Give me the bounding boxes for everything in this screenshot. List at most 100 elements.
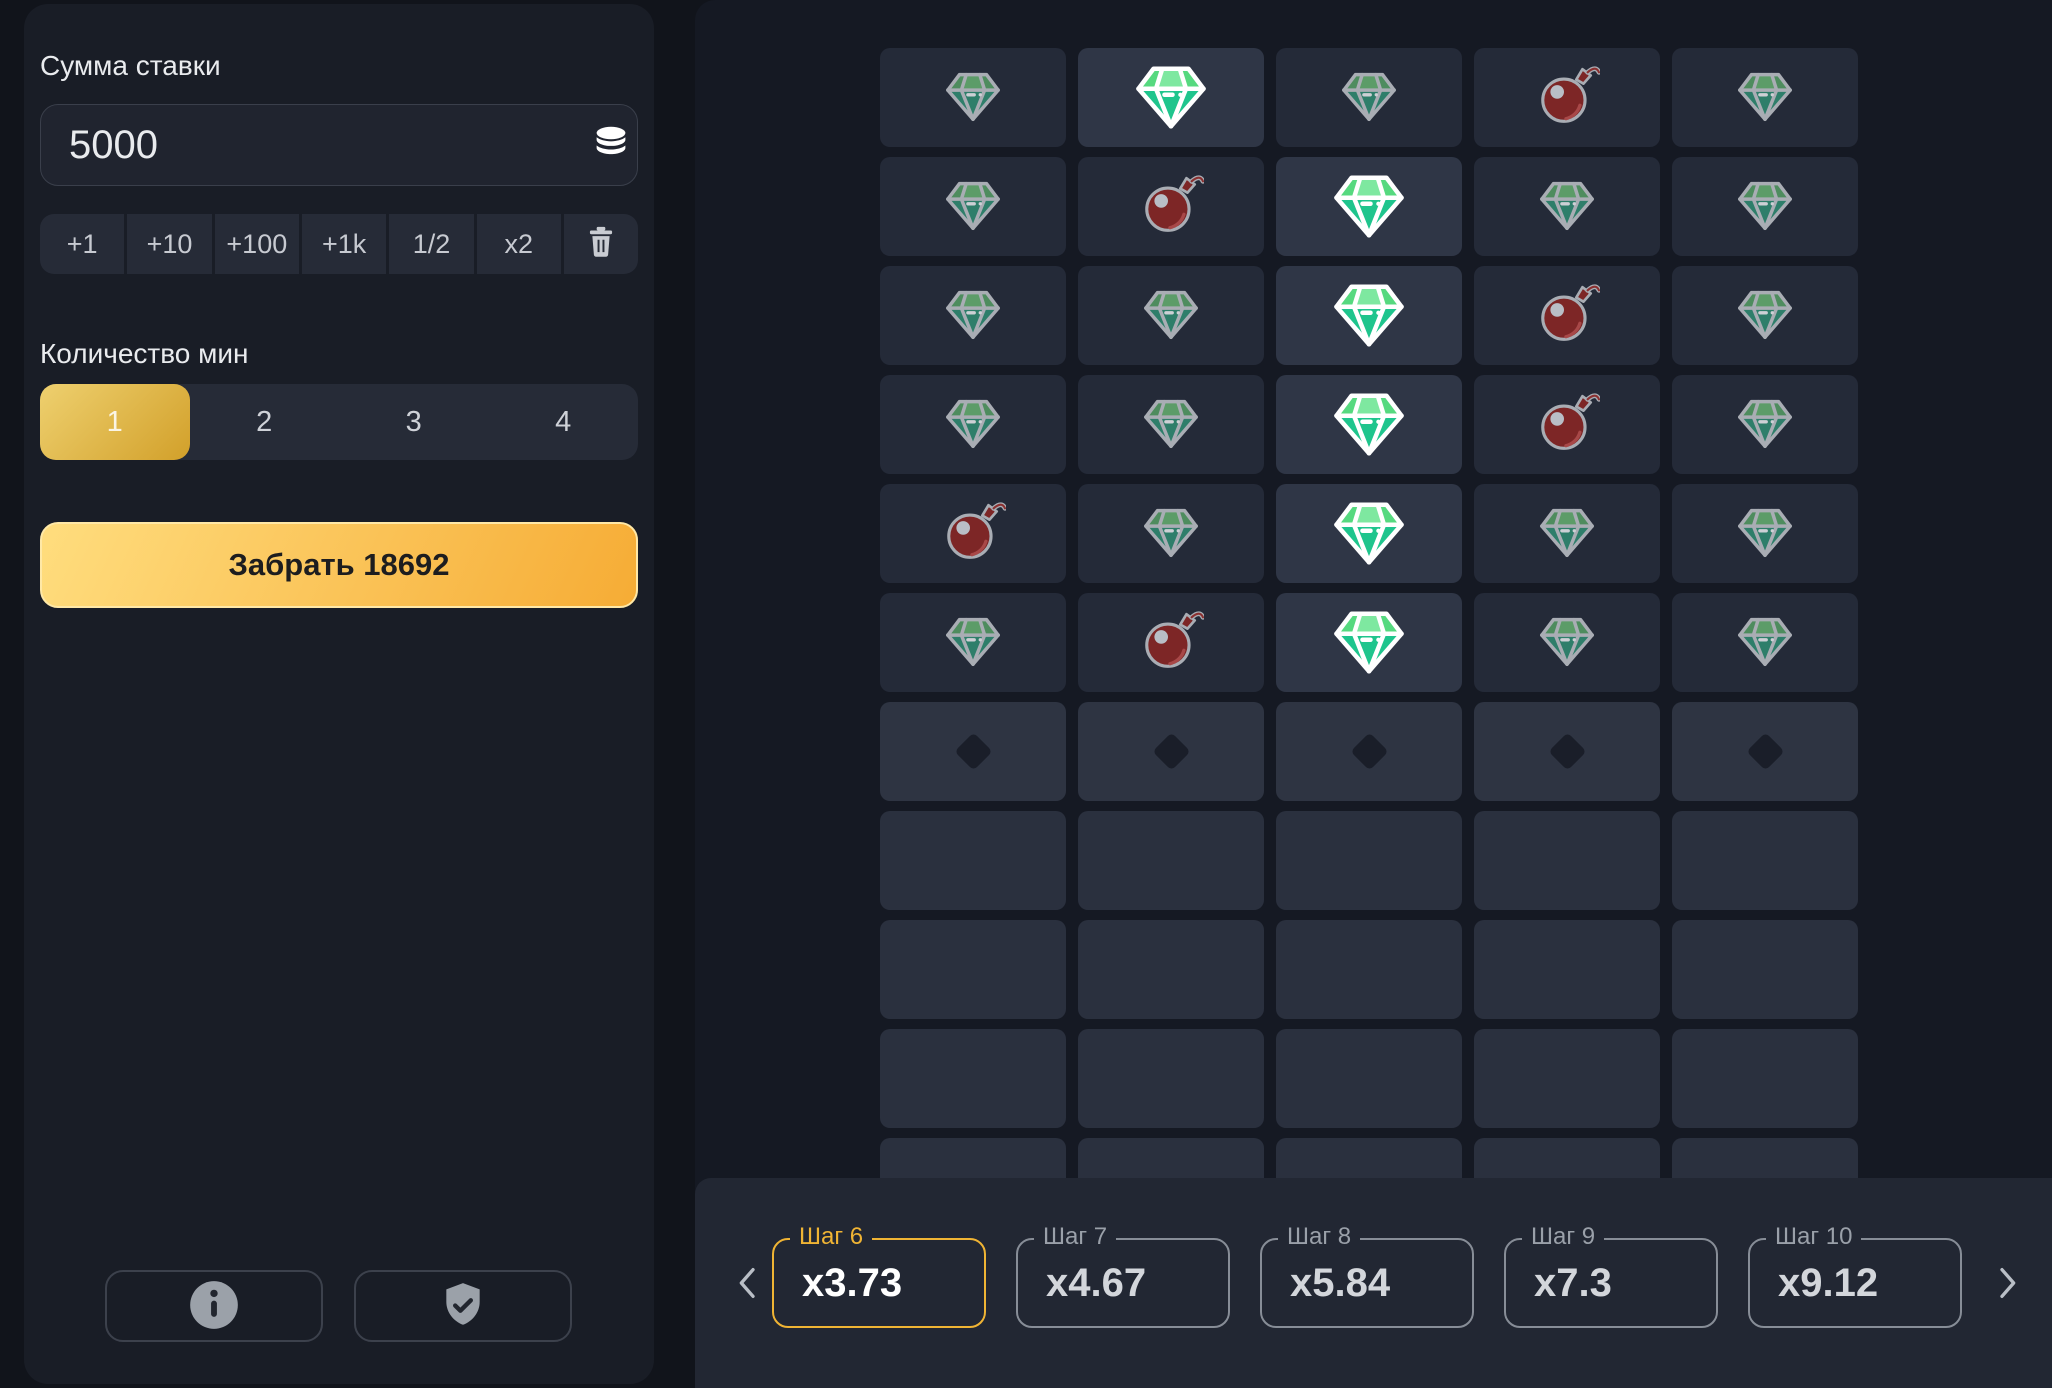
gem-icon xyxy=(1734,64,1796,131)
grid-cell-empty xyxy=(1078,1029,1264,1128)
gem-icon xyxy=(1338,64,1400,131)
step-multiplier: x7.3 xyxy=(1534,1260,1612,1305)
bet-amount-input[interactable] xyxy=(41,122,584,168)
quick-bet-button[interactable]: x2 xyxy=(476,214,561,274)
grid-cell-empty xyxy=(1672,811,1858,910)
grid-cell-pick[interactable] xyxy=(1276,702,1462,801)
step-card-active: Шаг 6 x3.73 xyxy=(772,1223,986,1328)
bet-sidebar: Сумма ставки +1+10+100+1k1/2x2 xyxy=(24,4,654,1384)
gem-icon xyxy=(1734,391,1796,458)
grid-cell-bomb xyxy=(1474,266,1660,365)
grid-cell-empty xyxy=(1474,811,1660,910)
grid-cell-empty xyxy=(1474,920,1660,1019)
gem-icon xyxy=(942,282,1004,349)
mine-grid xyxy=(880,48,1858,1237)
step-card: Шаг 7 x4.67 xyxy=(1016,1223,1230,1328)
mine-count-option[interactable]: 4 xyxy=(489,384,639,460)
mine-count-option[interactable]: 2 xyxy=(190,384,340,460)
grid-cell-gem xyxy=(1672,484,1858,583)
grid-cell-pick[interactable] xyxy=(1672,702,1858,801)
step-multiplier: x5.84 xyxy=(1290,1260,1391,1305)
step-card: Шаг 10 x9.12 xyxy=(1748,1223,1962,1328)
quick-bet-button[interactable]: 1/2 xyxy=(389,214,474,274)
gem-icon xyxy=(1140,282,1202,349)
grid-cell-empty xyxy=(1474,1029,1660,1128)
grid-cell-gem xyxy=(1078,484,1264,583)
multiplier-steps-bar: Шаг 6 x3.73 Шаг 7 x4.67 Шаг 8 x5.84 Шаг 9 x7.3 Ш… xyxy=(695,1178,2052,1388)
currency-button[interactable] xyxy=(584,105,637,185)
grid-cell-gem xyxy=(1474,484,1660,583)
quick-bet-button[interactable]: +1k xyxy=(301,214,387,274)
grid-cell-bomb xyxy=(1474,375,1660,474)
chevron-right-icon[interactable] xyxy=(1984,1255,2030,1311)
coin-stack-icon xyxy=(588,121,634,170)
bet-amount-label: Сумма ставки xyxy=(40,50,221,81)
steps-list: Шаг 6 x3.73 Шаг 7 x4.67 Шаг 8 x5.84 Шаг 9 x7.3 Ш… xyxy=(772,1223,1962,1328)
gem-icon xyxy=(942,391,1004,458)
gem-icon xyxy=(1734,282,1796,349)
grid-cell-empty xyxy=(1276,1029,1462,1128)
bomb-icon xyxy=(1534,389,1602,460)
grid-cell-gem xyxy=(1672,593,1858,692)
grid-cell-empty xyxy=(1276,920,1462,1019)
quick-bet-button[interactable]: +10 xyxy=(127,214,212,274)
grid-cell-gem xyxy=(1078,266,1264,365)
grid-cell-pick[interactable] xyxy=(1474,702,1660,801)
grid-cell-pick[interactable] xyxy=(880,702,1066,801)
quick-bet-button[interactable]: +100 xyxy=(214,214,299,274)
gem-icon xyxy=(1329,491,1409,576)
mine-count-option[interactable]: 3 xyxy=(339,384,489,460)
grid-cell-gem xyxy=(1474,593,1660,692)
grid-cell-empty xyxy=(1672,1029,1858,1128)
step-card: Шаг 9 x7.3 xyxy=(1504,1223,1718,1328)
info-button[interactable] xyxy=(105,1270,323,1342)
grid-cell-pick[interactable] xyxy=(1078,702,1264,801)
cashout-button[interactable]: Забрать 18692 xyxy=(40,522,638,608)
grid-cell-gem-selected xyxy=(1276,593,1462,692)
grid-cell-gem xyxy=(1672,157,1858,256)
grid-cell-empty xyxy=(880,811,1066,910)
grid-cell-empty xyxy=(1276,811,1462,910)
step-label: Шаг 6 xyxy=(790,1223,873,1251)
grid-cell-empty xyxy=(1078,920,1264,1019)
clear-bet-button[interactable] xyxy=(563,214,638,274)
grid-cell-empty xyxy=(1672,920,1858,1019)
quick-bet-button[interactable]: +1 xyxy=(40,214,125,274)
step-label: Шаг 10 xyxy=(1766,1223,1862,1251)
gem-icon xyxy=(1536,500,1598,567)
step-multiplier: x4.67 xyxy=(1046,1260,1147,1305)
step-card: Шаг 8 x5.84 xyxy=(1260,1223,1474,1328)
step-label: Шаг 7 xyxy=(1034,1223,1117,1251)
gem-icon xyxy=(1329,273,1409,358)
bomb-icon xyxy=(1138,171,1206,242)
gem-icon xyxy=(1329,600,1409,685)
gem-icon xyxy=(1536,609,1598,676)
bomb-icon xyxy=(940,498,1008,569)
gem-icon xyxy=(1734,173,1796,240)
grid-cell-bomb xyxy=(880,484,1066,583)
grid-cell-gem xyxy=(1672,266,1858,365)
chevron-left-icon[interactable] xyxy=(725,1255,771,1311)
bomb-icon xyxy=(1534,280,1602,351)
mines-count-label: Количество мин xyxy=(40,338,249,369)
fairness-button[interactable] xyxy=(354,1270,572,1342)
shield-check-icon xyxy=(438,1280,488,1333)
grid-cell-empty xyxy=(880,920,1066,1019)
grid-cell-gem xyxy=(880,48,1066,147)
grid-cell-gem xyxy=(880,157,1066,256)
grid-cell-gem xyxy=(880,266,1066,365)
gem-icon xyxy=(1536,173,1598,240)
info-icon xyxy=(188,1279,240,1334)
grid-cell-gem-selected xyxy=(1276,375,1462,474)
grid-cell-gem xyxy=(1672,48,1858,147)
step-label: Шаг 8 xyxy=(1278,1223,1361,1251)
diamond-placeholder-icon xyxy=(1547,732,1587,771)
grid-cell-bomb xyxy=(1078,593,1264,692)
gem-icon xyxy=(1734,609,1796,676)
mine-count-option[interactable]: 1 xyxy=(40,384,190,460)
gem-icon xyxy=(1734,500,1796,567)
grid-cell-empty xyxy=(1078,811,1264,910)
gem-icon xyxy=(1329,164,1409,249)
